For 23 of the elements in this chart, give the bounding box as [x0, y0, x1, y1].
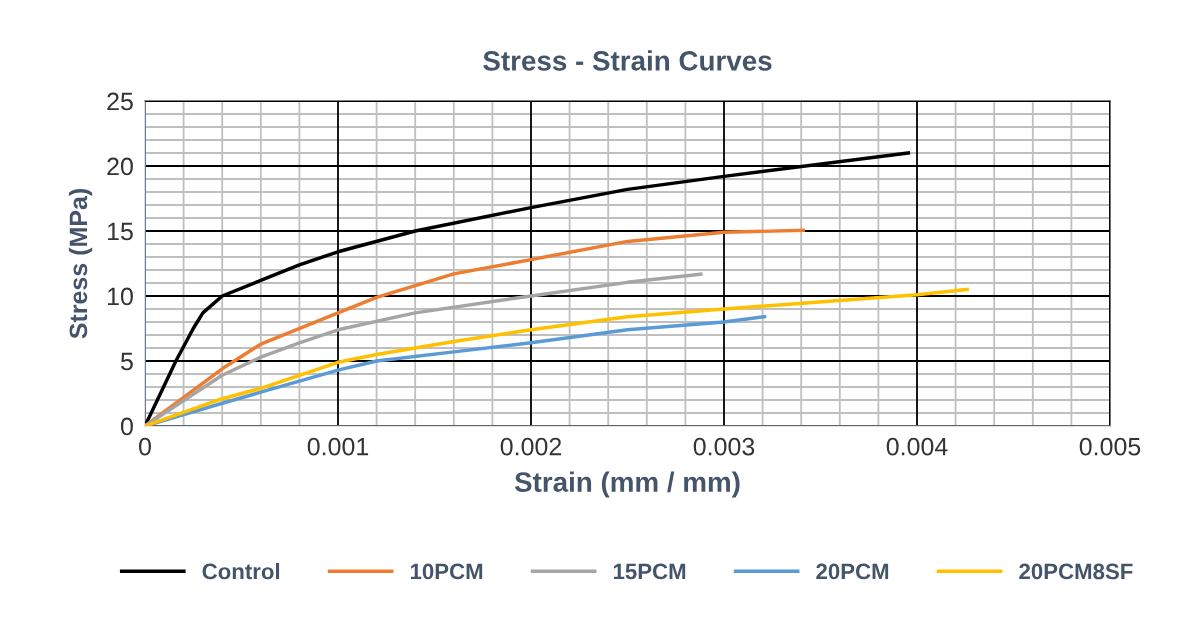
legend-label: 20PCM8SF — [1019, 563, 1133, 580]
chart-title: Stress - Strain Curves — [483, 50, 772, 71]
x-tick-label: 0.005 — [1079, 437, 1141, 456]
legend-label: 10PCM — [410, 563, 483, 580]
y-tick-label: 5 — [120, 352, 133, 371]
x-tick-label: 0.004 — [886, 437, 948, 456]
legend-label: 15PCM — [613, 563, 686, 580]
x-tick-label: 0 — [139, 437, 151, 456]
x-tick-label: 0.001 — [307, 437, 369, 456]
line-series — [145, 228, 805, 426]
y-axis-title: Stress (MPa) — [68, 189, 93, 339]
y-tick-label: 10 — [107, 287, 133, 306]
y-tick-label: 25 — [107, 92, 133, 111]
y-tick-label: 0 — [120, 417, 133, 436]
line-series — [145, 272, 703, 426]
legend-label: Control — [202, 563, 280, 580]
y-tick-label: 20 — [107, 157, 133, 176]
x-axis-title: Strain (mm / mm) — [514, 471, 740, 498]
line-series — [145, 287, 969, 426]
y-tick-label: 15 — [107, 222, 133, 241]
legend-label: 20PCM — [816, 563, 889, 580]
x-tick-label: 0.002 — [500, 437, 562, 456]
x-tick-label: 0.003 — [693, 437, 755, 456]
